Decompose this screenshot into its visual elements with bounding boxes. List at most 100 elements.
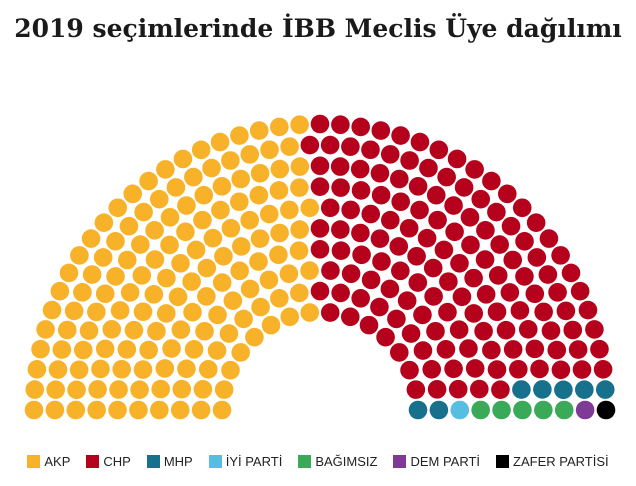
seat-chp bbox=[331, 283, 350, 303]
seat-akp bbox=[234, 309, 253, 329]
seat-chp bbox=[578, 300, 598, 320]
seat-chp bbox=[501, 216, 521, 236]
seat-akp bbox=[223, 291, 243, 311]
seat-chp bbox=[444, 196, 463, 215]
seat-akp bbox=[144, 285, 164, 304]
seat-chp bbox=[351, 181, 371, 200]
seat-akp bbox=[110, 301, 130, 320]
seat-akp bbox=[57, 320, 77, 340]
seat-chp bbox=[426, 321, 445, 341]
seat-akp bbox=[156, 160, 175, 179]
seat-akp bbox=[197, 258, 217, 278]
seat-chp bbox=[561, 263, 581, 283]
seat-chp bbox=[391, 261, 410, 281]
legend-swatch bbox=[496, 455, 510, 468]
seat-chp bbox=[350, 159, 370, 179]
seat-akp bbox=[145, 250, 165, 269]
seat-chp bbox=[464, 304, 484, 323]
legend-swatch bbox=[393, 455, 407, 468]
seat-akp bbox=[79, 321, 99, 341]
seat-akp bbox=[221, 218, 241, 238]
seat-chp bbox=[310, 177, 330, 196]
legend-item: DEM PARTİ bbox=[393, 454, 480, 469]
seat-mhp bbox=[575, 380, 594, 400]
seat-akp bbox=[172, 379, 192, 399]
seat-akp bbox=[300, 198, 320, 218]
seat-akp bbox=[249, 121, 269, 140]
seat-chp bbox=[413, 341, 433, 360]
seat-chp bbox=[417, 228, 437, 248]
seat-chp bbox=[437, 167, 456, 187]
seat-chp bbox=[476, 285, 496, 304]
seat-akp bbox=[149, 189, 169, 209]
seat-chp bbox=[406, 380, 426, 399]
seat-chp bbox=[352, 245, 371, 265]
seat-chp bbox=[419, 158, 438, 178]
seat-chp bbox=[389, 237, 409, 256]
seat-chp bbox=[400, 151, 419, 170]
seat-chp bbox=[351, 288, 370, 308]
seat-chp bbox=[340, 307, 360, 327]
legend-label: BAĞIMSIZ bbox=[315, 454, 378, 469]
seat-akp bbox=[184, 340, 204, 359]
seat-akp bbox=[230, 192, 249, 212]
seat-chp bbox=[310, 114, 330, 134]
seat-akp bbox=[151, 379, 171, 399]
seat-chp bbox=[361, 140, 380, 160]
seat-chp bbox=[310, 156, 330, 176]
seat-akp bbox=[210, 132, 230, 152]
legend: AKP CHP MHP İYİ PARTİ BAĞIMSIZ DEM PARTİ ZAFER… bbox=[0, 454, 636, 469]
seat-chp bbox=[585, 320, 604, 339]
seat-chp bbox=[538, 265, 558, 284]
seat-chp bbox=[570, 281, 590, 301]
legend-label: DEM PARTİ bbox=[410, 454, 481, 469]
legend-label: CHP bbox=[103, 454, 131, 469]
seat-akp bbox=[182, 272, 201, 291]
seat-chp bbox=[488, 266, 508, 285]
seat-akp bbox=[280, 200, 299, 220]
seat-chp bbox=[539, 229, 559, 248]
seat-chp bbox=[496, 320, 516, 340]
seat-akp bbox=[280, 137, 299, 156]
seat-chp bbox=[527, 248, 547, 267]
seat-akp bbox=[290, 115, 309, 135]
seat-chp bbox=[469, 379, 489, 399]
seat-chp bbox=[370, 163, 390, 183]
seat-chp bbox=[330, 157, 350, 176]
seat-akp bbox=[133, 302, 153, 322]
seat-akp bbox=[173, 149, 193, 169]
seat-akp bbox=[119, 216, 139, 236]
seat-chp bbox=[351, 223, 370, 243]
seat-chp bbox=[436, 340, 456, 359]
seat-akp bbox=[117, 250, 137, 270]
seat-chp bbox=[320, 135, 340, 155]
seat-chp bbox=[320, 198, 340, 218]
legend-label: İYİ PARTİ bbox=[225, 454, 283, 469]
seat-chp bbox=[448, 379, 468, 399]
seat-chp bbox=[361, 204, 381, 224]
seat-bağimsiz bbox=[534, 400, 553, 420]
seat-mhp bbox=[595, 380, 615, 399]
seat-chp bbox=[454, 178, 474, 197]
seat-akp bbox=[145, 221, 164, 240]
seat-akp bbox=[133, 360, 153, 379]
seat-akp bbox=[87, 400, 106, 420]
seat-akp bbox=[157, 268, 176, 288]
seat-mhp bbox=[429, 400, 449, 420]
seat-akp bbox=[70, 246, 89, 265]
seat-chp bbox=[541, 321, 561, 341]
seat-chp bbox=[526, 213, 546, 233]
seat-akp bbox=[193, 380, 213, 399]
seat-akp bbox=[186, 240, 206, 260]
seat-akp bbox=[290, 178, 309, 197]
seat-akp bbox=[155, 359, 175, 378]
seat-akp bbox=[269, 181, 289, 200]
seat-mhp bbox=[512, 380, 531, 399]
seat-chp bbox=[449, 320, 469, 339]
seat-akp bbox=[214, 380, 234, 399]
seat-chp bbox=[547, 340, 567, 360]
seat-akp bbox=[91, 359, 110, 379]
seat-chp bbox=[399, 218, 419, 238]
seat-akp bbox=[231, 169, 250, 189]
